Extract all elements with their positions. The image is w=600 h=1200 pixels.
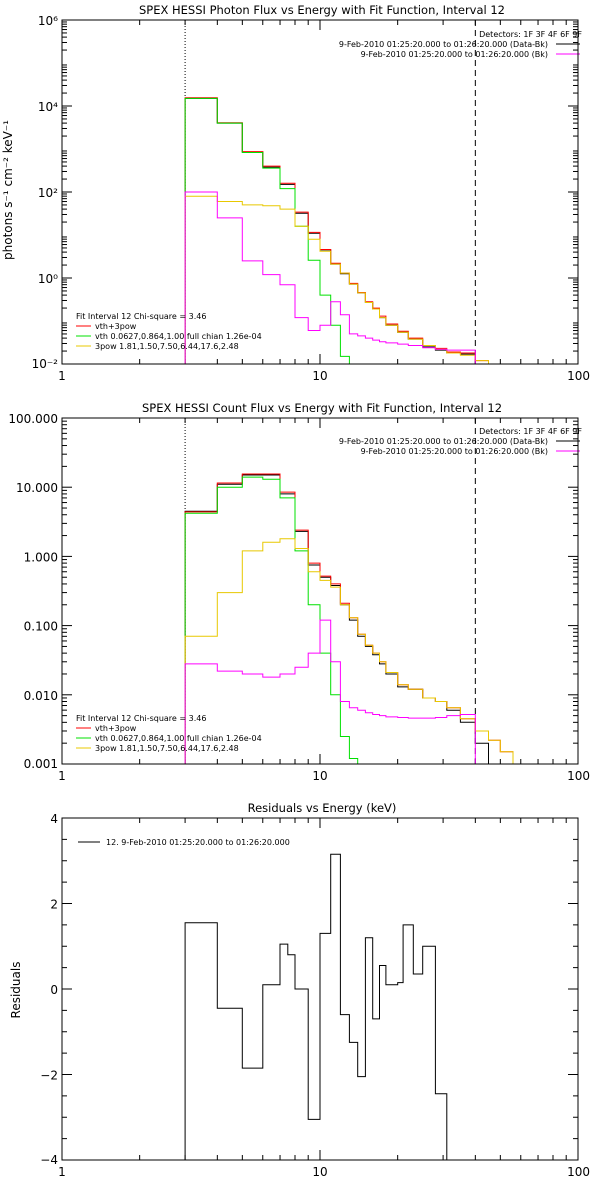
y-tick-label: 10⁻² (32, 357, 59, 371)
x-tick-label: 100 (567, 1165, 590, 1179)
count-legend-entry-data: 9-Feb-2010 01:25:20.000 to 01:26:20.000 … (339, 437, 548, 446)
x-tick-label: 10 (312, 1165, 327, 1179)
count-series-thermal (184, 476, 366, 765)
residuals-series-group (184, 853, 458, 1161)
photon-fit-entry-thermal: vth 0.0627,0.864,1.00 full chian 1.26e-0… (95, 332, 262, 341)
y-tick-label: 10.000 (16, 481, 58, 495)
y-tick-label: 10⁶ (38, 14, 58, 28)
photon-fit-entry-model: vth+3pow (95, 322, 137, 331)
photon-legend-top-header: Detectors: 1F 3F 4F 6F 9F (479, 30, 582, 39)
photon-plot-frame (61, 19, 579, 365)
photon-flux-panel: SPEX HESSI Photon Flux vs Energy with Fi… (1, 3, 590, 383)
residuals-series-residuals (184, 853, 458, 1161)
residuals-y-axis-label: Residuals (9, 962, 23, 1019)
y-tick-label: 2 (50, 898, 58, 912)
photon-series-thermal (184, 97, 358, 365)
count-plot-frame (61, 417, 579, 765)
y-tick-label: 4 (50, 812, 58, 826)
x-tick-label: 1 (58, 369, 66, 383)
y-tick-label: 0.001 (24, 757, 58, 771)
count-legend-bottom: Fit Interval 12 Chi-square = 3.46 vth+3p… (76, 714, 262, 753)
residuals-y-ticks: −4 −2 0 2 4 (40, 812, 578, 1167)
photon-fit-entry-powerlaw: 3pow 1.81,1.50,7.50,6.44,17.6,2.48 (95, 342, 239, 351)
photon-series-data (184, 97, 489, 365)
x-tick-label: 1 (58, 1165, 66, 1179)
count-flux-panel: SPEX HESSI Count Flux vs Energy with Fit… (8, 401, 590, 783)
x-tick-label: 100 (567, 769, 590, 783)
y-tick-label: 0 (50, 983, 58, 997)
photon-legend-entry-data: 9-Feb-2010 01:25:20.000 to 01:26:20.000 … (339, 40, 548, 49)
count-x-ticks: 1 10 100 (58, 418, 590, 783)
count-legend-top-header: Detectors: 1F 3F 4F 6F 9F (479, 427, 582, 436)
residuals-x-ticks: 1 10 100 (58, 818, 590, 1179)
residuals-chart-title: Residuals vs Energy (keV) (248, 801, 397, 815)
photon-y-ticks: 10⁻² 10⁰ 10² 10⁴ 10⁶ (32, 14, 578, 371)
x-tick-label: 10 (312, 769, 327, 783)
count-chart-title: SPEX HESSI Count Flux vs Energy with Fit… (142, 401, 502, 415)
y-tick-label: 10⁰ (38, 272, 58, 286)
count-fit-range-markers (184, 418, 476, 764)
count-y-ticks: 0.001 0.010 0.100 1.000 10.000 100.000 (8, 412, 578, 771)
photon-series-model (184, 97, 489, 364)
y-tick-label: 100.000 (8, 412, 58, 426)
photon-y-axis-label: photons s⁻¹ cm⁻² keV⁻¹ (1, 120, 15, 260)
x-tick-label: 100 (567, 369, 590, 383)
count-series-group (184, 473, 538, 765)
y-tick-label: 10² (38, 186, 58, 200)
residuals-panel: Residuals vs Energy (keV) Residuals −4 −2… (9, 801, 590, 1179)
count-fit-entry-powerlaw: 3pow 1.81,1.50,7.50,6.44,17.6,2.48 (95, 744, 239, 753)
y-tick-label: 0.010 (24, 689, 58, 703)
count-legend-top: Detectors: 1F 3F 4F 6F 9F 9-Feb-2010 01:… (339, 427, 583, 456)
photon-chart-title: SPEX HESSI Photon Flux vs Energy with Fi… (139, 3, 505, 17)
y-tick-label: −4 (40, 1153, 58, 1167)
residuals-legend-entry: 12. 9-Feb-2010 01:25:20.000 to 01:26:20.… (106, 838, 290, 847)
photon-legend-top: Detectors: 1F 3F 4F 6F 9F 9-Feb-2010 01:… (339, 30, 583, 59)
x-tick-label: 1 (58, 769, 66, 783)
x-tick-label: 10 (312, 369, 327, 383)
y-tick-label: −2 (40, 1069, 58, 1083)
count-fit-header: Fit Interval 12 Chi-square = 3.46 (76, 714, 206, 723)
photon-series-group (184, 97, 501, 365)
residuals-legend: 12. 9-Feb-2010 01:25:20.000 to 01:26:20.… (78, 838, 290, 847)
count-series-data (184, 474, 489, 764)
photon-series-background (184, 191, 476, 364)
count-fit-entry-thermal: vth 0.0627,0.864,1.00 full chian 1.26e-0… (95, 734, 262, 743)
photon-legend-entry-bk: 9-Feb-2010 01:25:20.000 to 01:26:20.000 … (361, 50, 548, 59)
residuals-plot-frame (61, 817, 579, 1161)
photon-fit-header: Fit Interval 12 Chi-square = 3.46 (76, 312, 206, 321)
count-legend-entry-bk: 9-Feb-2010 01:25:20.000 to 01:26:20.000 … (361, 447, 548, 456)
y-tick-label: 1.000 (24, 550, 58, 564)
count-series-powerlaw (184, 538, 538, 765)
photon-x-ticks: 1 10 100 (58, 20, 590, 383)
count-series-background (184, 619, 476, 764)
y-tick-label: 0.100 (24, 620, 58, 634)
photon-legend-bottom: Fit Interval 12 Chi-square = 3.46 vth+3p… (76, 312, 262, 351)
y-tick-label: 10⁴ (38, 100, 58, 114)
count-series-model (184, 473, 538, 765)
count-fit-entry-model: vth+3pow (95, 724, 137, 733)
